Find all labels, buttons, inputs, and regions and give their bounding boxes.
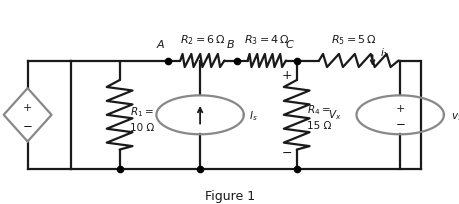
Text: $R_2 = 6\,\Omega$: $R_2 = 6\,\Omega$ — [179, 33, 225, 47]
Text: 15 Ω: 15 Ω — [306, 121, 330, 130]
Text: $i_1$: $i_1$ — [379, 46, 387, 60]
Text: +: + — [280, 69, 291, 82]
Text: $v_2 = 10$ V: $v_2 = 10$ V — [450, 108, 459, 122]
Text: Figure 1: Figure 1 — [205, 189, 254, 202]
Text: 10 Ω: 10 Ω — [129, 123, 154, 132]
Text: $R_5 = 5\,\Omega$: $R_5 = 5\,\Omega$ — [330, 33, 376, 47]
Text: −: − — [281, 146, 291, 160]
Text: $v_1 = 0.6V_x$: $v_1 = 0.6V_x$ — [0, 108, 1, 122]
Text: $A$: $A$ — [156, 38, 165, 50]
Text: −: − — [394, 117, 404, 130]
Text: +: + — [23, 102, 32, 112]
Text: +: + — [395, 103, 404, 113]
Text: $R_1 =$: $R_1 =$ — [129, 104, 153, 118]
Text: $V_x$: $V_x$ — [327, 107, 341, 121]
Text: $B$: $B$ — [225, 38, 234, 50]
Text: $C$: $C$ — [284, 38, 294, 50]
Text: −: − — [22, 119, 33, 132]
Text: $R_4 =$: $R_4 =$ — [306, 102, 330, 116]
Text: $I_s$: $I_s$ — [249, 108, 257, 122]
Text: $R_3 = 4\,\Omega$: $R_3 = 4\,\Omega$ — [243, 33, 289, 47]
